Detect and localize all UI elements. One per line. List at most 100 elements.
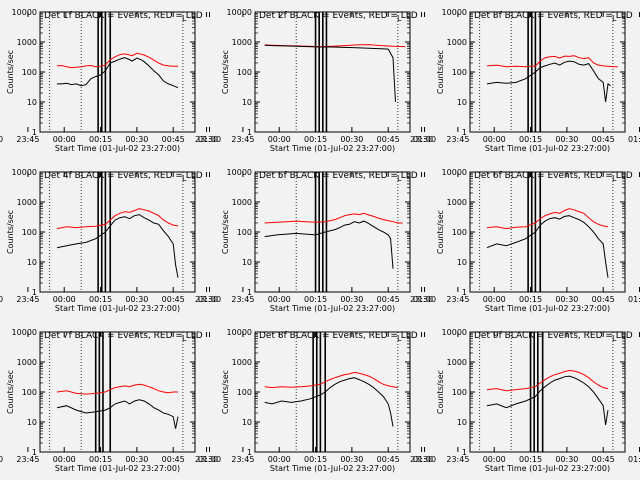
lld-series-line — [486, 55, 618, 68]
y-tick-label: 1000 — [447, 198, 467, 207]
y-tick-label: 1000 — [232, 198, 252, 207]
y-tick-label: 1 — [247, 288, 252, 297]
y-tick-label: 1 — [462, 128, 467, 137]
x-tick-label: 01:00 — [628, 295, 640, 304]
plot-frame — [469, 331, 626, 453]
x-tick-label: 23:45 — [446, 455, 469, 464]
x-tick-label: 00:15 — [304, 295, 327, 304]
y-tick-label: 1000 — [447, 358, 467, 367]
x-axis-label: Start Time (01-Jul-02 23:27:00) — [270, 304, 395, 313]
x-tick-label: 23:30 — [410, 295, 433, 304]
lld-series-line — [264, 371, 398, 389]
y-tick-label: 10 — [242, 98, 252, 107]
legend-mark: L — [182, 174, 187, 183]
x-tick-label: 23:30 — [0, 295, 3, 304]
y-tick-label: 10 — [242, 258, 252, 267]
chart-title: Det 6f BLACK = Events, RED = LLD — [474, 171, 633, 181]
chart-panel-6: Det 6f BLACK = Events, RED = LLD 1 10 100 10… — [410, 168, 640, 313]
y-tick-label: 1 — [247, 448, 252, 457]
y-axis-label: Counts/sec — [436, 210, 445, 254]
x-axis-label: Start Time (01-Jul-02 23:27:00) — [485, 144, 610, 153]
y-tick-label: 100 — [22, 228, 37, 237]
plot-frame — [469, 11, 626, 133]
events-series-line — [486, 375, 609, 425]
plot-frame — [469, 171, 626, 293]
plot-frame — [39, 11, 196, 133]
legend-mark: L — [182, 14, 187, 23]
y-tick-label: 10 — [242, 418, 252, 427]
plot-frame — [254, 171, 411, 293]
x-tick-label: 23:45 — [446, 135, 469, 144]
y-axis-label: Counts/sec — [436, 50, 445, 94]
y-tick-label: 100 — [452, 68, 467, 77]
chart-panel-1: Det 1f BLACK = Events, RED = LLD 1 10 100 10… — [0, 8, 221, 153]
y-axis-label: Counts/sec — [221, 370, 230, 414]
x-tick-label: 00:45 — [592, 295, 615, 304]
x-tick-label: 23:45 — [446, 295, 469, 304]
x-tick-label: 00:45 — [377, 295, 400, 304]
x-tick-label: 00:00 — [483, 135, 506, 144]
x-tick-label: 00:00 — [268, 135, 291, 144]
x-tick-label: 00:30 — [555, 135, 578, 144]
x-tick-label: 23:45 — [16, 135, 39, 144]
x-tick-label: 00:30 — [125, 295, 148, 304]
events-series-line — [56, 399, 179, 429]
x-tick-label: 01:00 — [198, 135, 221, 144]
events-series-line — [57, 57, 179, 89]
x-tick-label: 00:30 — [555, 295, 578, 304]
x-tick-label: 01:00 — [198, 295, 221, 304]
y-tick-label: 100 — [237, 228, 252, 237]
legend-mark: L — [182, 334, 187, 343]
chart-panel-5: Det 5f BLACK = Events, RED = LLD 1 10 100 10… — [195, 168, 436, 313]
y-tick-label: 1 — [462, 448, 467, 457]
chart-panel-3: Det 3f BLACK = Events, RED = LLD 1 10 100 10… — [410, 8, 640, 153]
chart-panel-4: Det 4f BLACK = Events, RED = LLD 1 10 100 10… — [0, 168, 221, 313]
x-axis-label: Start Time (01-Jul-02 23:27:00) — [55, 304, 180, 313]
x-tick-label: 23:45 — [231, 455, 254, 464]
x-tick-label: 00:15 — [519, 455, 542, 464]
y-tick-label: 10000 — [12, 328, 37, 337]
y-tick-label: 100 — [452, 388, 467, 397]
y-tick-label: 1000 — [232, 358, 252, 367]
y-axis-label: Counts/sec — [6, 210, 15, 254]
chart-panel-9: Det 9f BLACK = Events, RED = LLD 1 10 100 10… — [410, 328, 640, 473]
x-tick-label: 00:45 — [592, 455, 615, 464]
chart-title: Det 9f BLACK = Events, RED = LLD — [474, 331, 633, 341]
x-tick-label: 00:15 — [89, 135, 112, 144]
y-tick-label: 100 — [452, 228, 467, 237]
x-axis-label: Start Time (01-Jul-02 23:27:00) — [485, 304, 610, 313]
x-tick-label: 00:15 — [89, 455, 112, 464]
chart-title: Det 5f BLACK = Events, RED = LLD — [259, 171, 418, 181]
x-tick-label: 00:30 — [555, 455, 578, 464]
x-tick-label: 00:45 — [377, 135, 400, 144]
plot-frame — [39, 171, 196, 293]
events-series-line — [264, 44, 396, 103]
x-tick-label: 23:30 — [0, 455, 3, 464]
lld-series-line — [56, 52, 178, 69]
legend-mark: L — [612, 14, 617, 23]
lld-series-line — [56, 383, 178, 395]
x-tick-label: 00:15 — [304, 135, 327, 144]
plot-frame — [254, 331, 411, 453]
y-tick-label: 100 — [237, 68, 252, 77]
x-tick-label: 23:30 — [0, 135, 3, 144]
y-axis-label: Counts/sec — [6, 50, 15, 94]
x-tick-label: 23:45 — [16, 455, 39, 464]
lld-series-line — [264, 212, 403, 224]
y-tick-label: 1000 — [17, 38, 37, 47]
events-series-line — [486, 60, 611, 103]
x-tick-label: 01:00 — [413, 135, 436, 144]
y-tick-label: 10000 — [442, 328, 467, 337]
x-tick-label: 00:45 — [162, 135, 185, 144]
y-tick-label: 1000 — [17, 198, 37, 207]
y-axis-label: Counts/sec — [436, 370, 445, 414]
x-tick-label: 00:15 — [519, 295, 542, 304]
x-tick-label: 00:30 — [125, 135, 148, 144]
x-axis-label: Start Time (01-Jul-02 23:27:00) — [55, 144, 180, 153]
x-tick-label: 23:45 — [231, 295, 254, 304]
x-tick-label: 00:45 — [377, 455, 400, 464]
y-tick-label: 1 — [32, 448, 37, 457]
y-axis-label: Counts/sec — [221, 210, 230, 254]
